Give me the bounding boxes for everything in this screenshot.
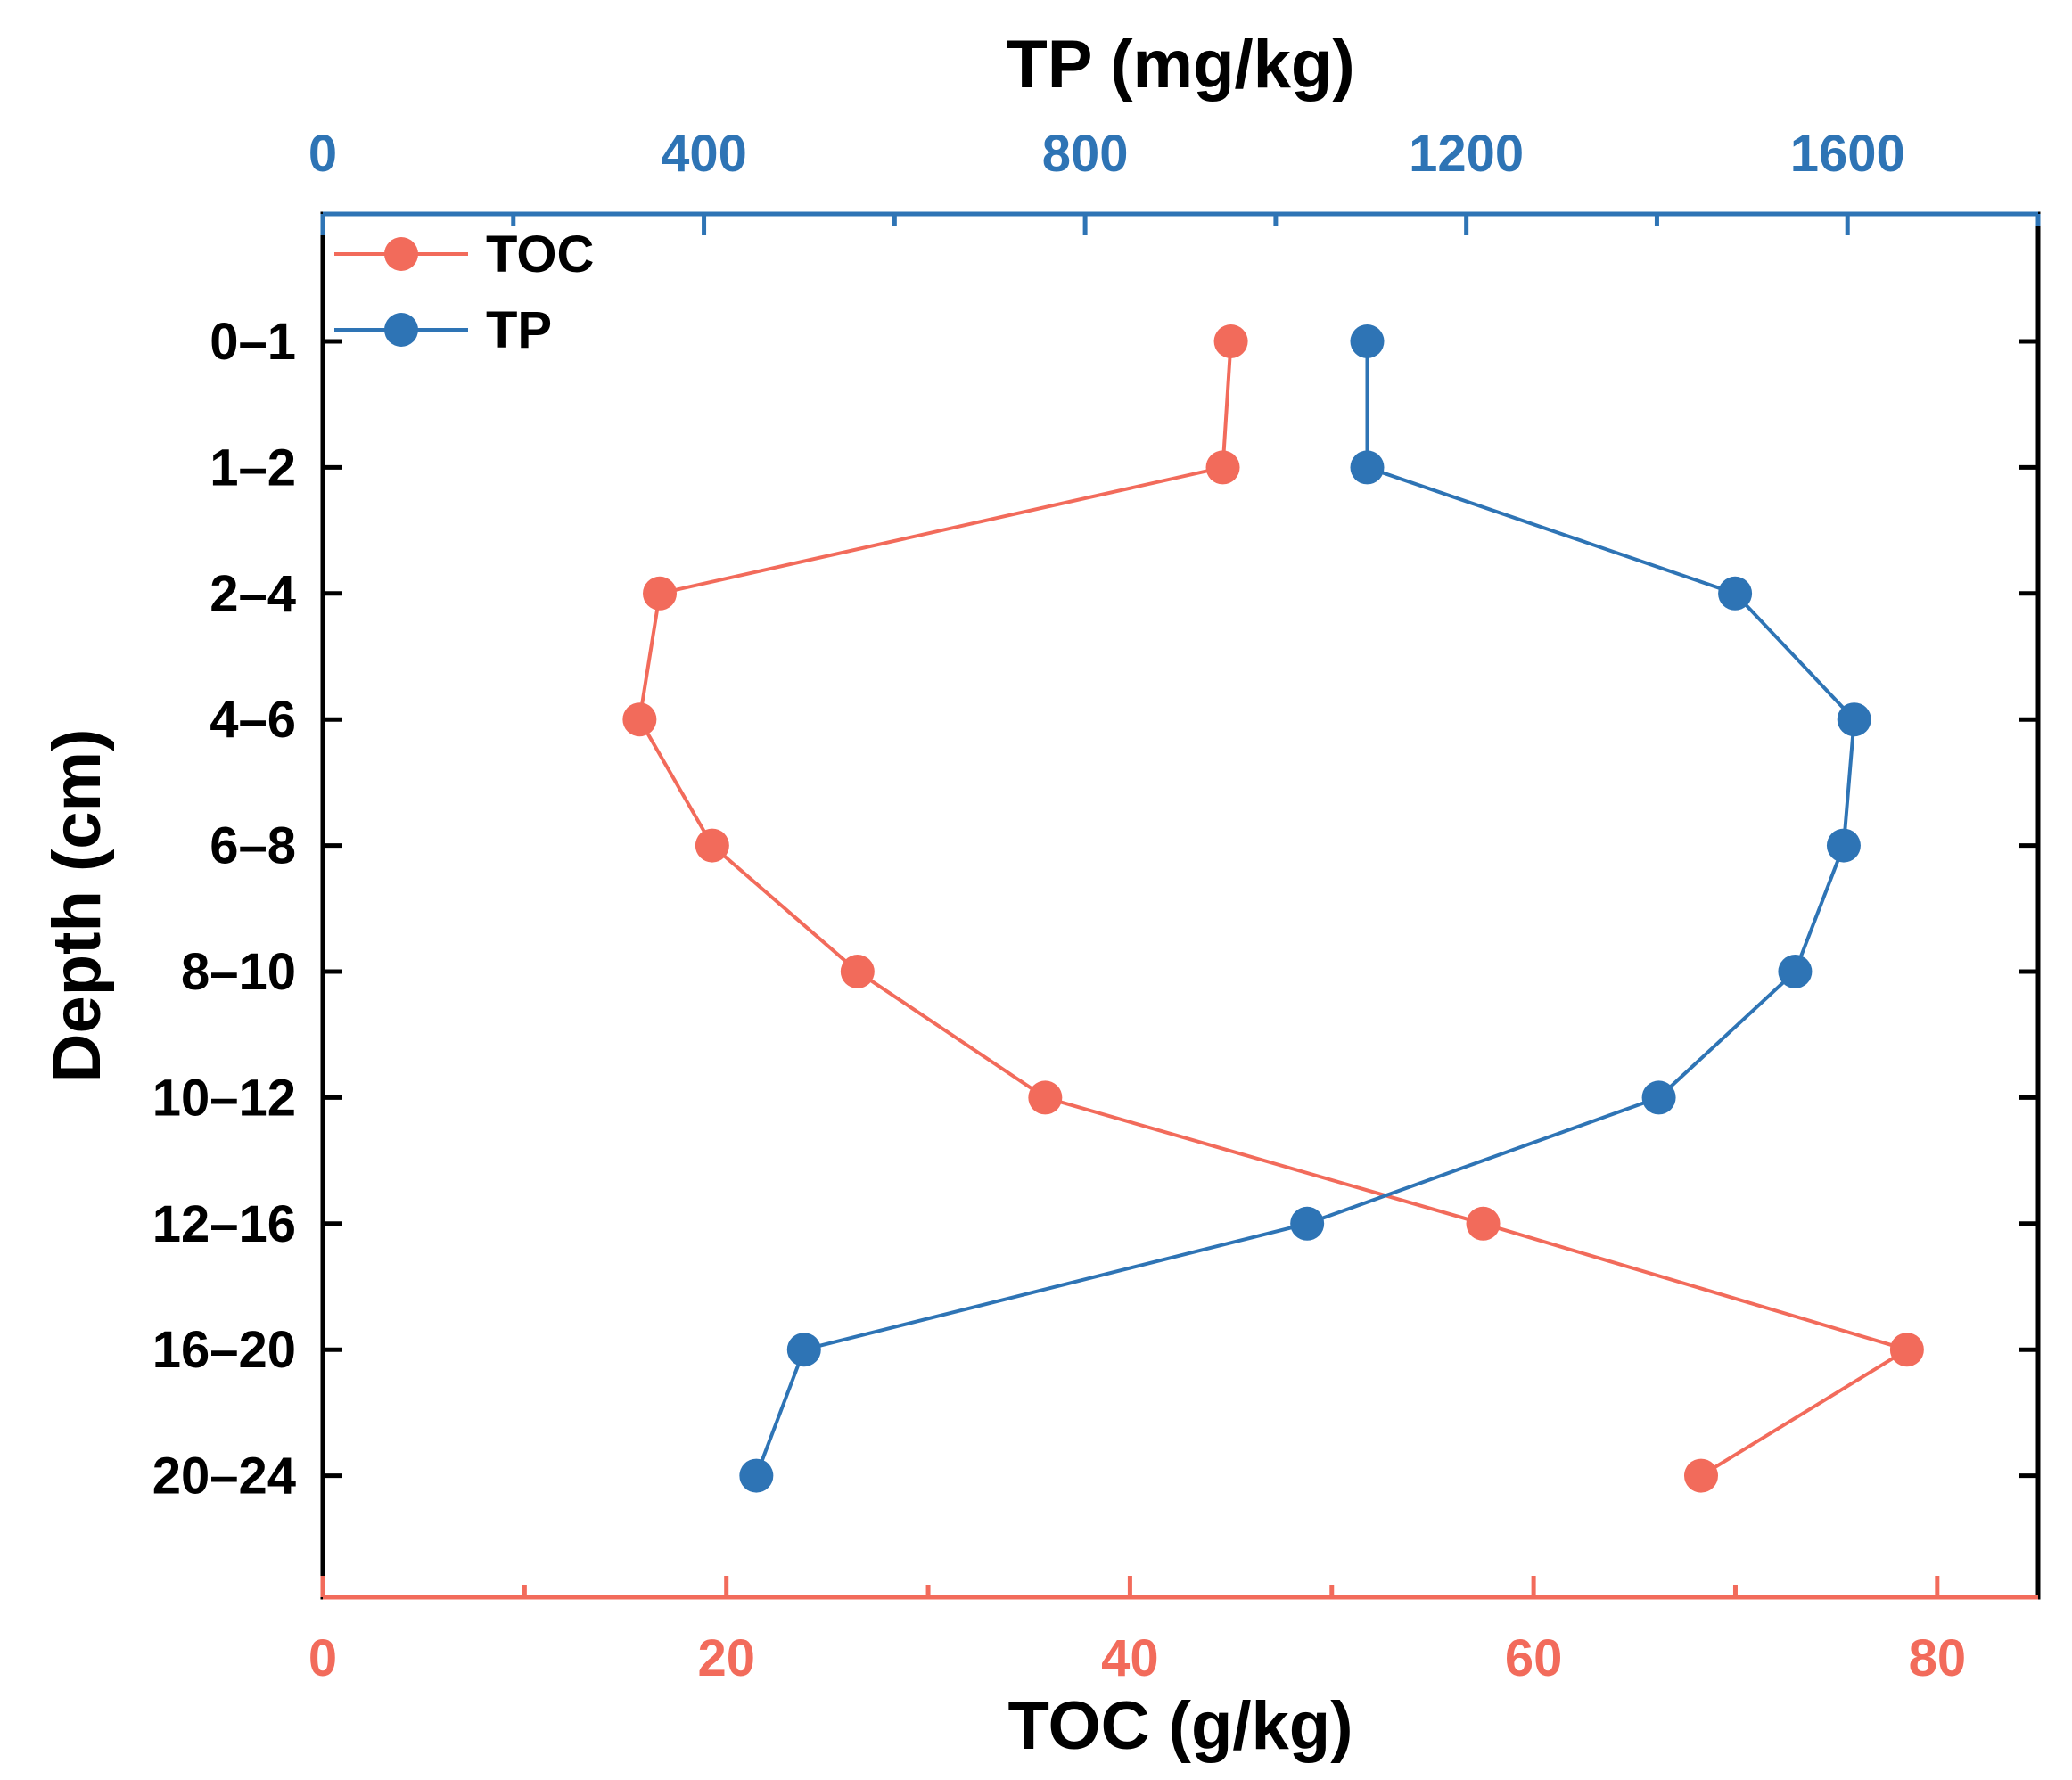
data-point-tp <box>1350 324 1385 358</box>
legend-label-tp: TP <box>486 301 552 359</box>
legend-marker-tp <box>384 313 418 347</box>
y-tick-label: 2–4 <box>210 565 296 623</box>
data-point-tp <box>1826 828 1861 863</box>
y-tick-label: 1–2 <box>210 439 296 496</box>
y-tick-label: 8–10 <box>181 943 296 1001</box>
series-line-toc <box>637 340 1912 1478</box>
data-point-toc <box>1205 450 1240 485</box>
data-point-toc <box>1466 1206 1501 1241</box>
legend-label-toc: TOC <box>486 226 594 283</box>
data-point-toc <box>695 828 729 863</box>
data-point-tp <box>1718 576 1753 611</box>
top-tick-label: 1200 <box>1409 125 1524 183</box>
ticks-layer: 0–1 1–2 2–4 4–6 6–8 8–10 10–12 12–16 16–20 20–24 0… <box>152 125 2041 1687</box>
y-tick-label: 16–20 <box>152 1321 296 1379</box>
y-tick-label: 10–12 <box>152 1069 296 1127</box>
data-point-tp <box>739 1458 774 1493</box>
data-point-toc <box>643 576 678 611</box>
legend: TOC TP <box>334 226 594 359</box>
top-tick-label: 800 <box>1042 125 1129 183</box>
top-tick-label: 400 <box>661 125 747 183</box>
data-point-tp <box>1641 1080 1676 1115</box>
data-point-toc <box>1028 1080 1063 1115</box>
plot-area <box>320 211 2041 1600</box>
y-tick-label: 12–16 <box>152 1195 296 1253</box>
data-point-toc <box>622 702 657 737</box>
data-point-tp <box>1778 955 1813 988</box>
data-point-tp <box>1350 450 1385 485</box>
top-tick-label: 1600 <box>1790 125 1905 183</box>
y-tick-label: 0–1 <box>210 313 296 371</box>
y-tick-label: 4–6 <box>210 691 296 749</box>
data-point-tp <box>786 1333 821 1367</box>
top-tick-label: 0 <box>308 125 337 183</box>
legend-item-toc: TOC <box>334 226 594 283</box>
top-axis-title: TP (mg/kg) <box>1006 27 1354 103</box>
data-point-toc <box>840 955 875 988</box>
bottom-tick-label: 20 <box>697 1629 755 1687</box>
data-point-tp <box>1837 702 1871 737</box>
bottom-tick-label: 0 <box>308 1629 337 1687</box>
data-point-tp <box>1290 1206 1325 1241</box>
y-tick-label: 20–24 <box>152 1448 296 1505</box>
series-line-tp <box>754 341 1856 1477</box>
bottom-tick-label: 80 <box>1909 1629 1967 1687</box>
y-axis-title: Depth (cm) <box>39 729 115 1083</box>
data-point-toc <box>1683 1458 1718 1493</box>
data-point-toc <box>1889 1333 1924 1367</box>
bottom-tick-label: 60 <box>1505 1629 1563 1687</box>
data-point-toc <box>1213 324 1248 358</box>
legend-marker-toc <box>384 237 418 271</box>
bottom-axis-title: TOC (g/kg) <box>1007 1688 1353 1764</box>
bottom-tick-label: 40 <box>1101 1629 1159 1687</box>
legend-item-tp: TP <box>334 301 552 359</box>
series-layer <box>622 324 1924 1493</box>
y-tick-label: 6–8 <box>210 817 296 875</box>
